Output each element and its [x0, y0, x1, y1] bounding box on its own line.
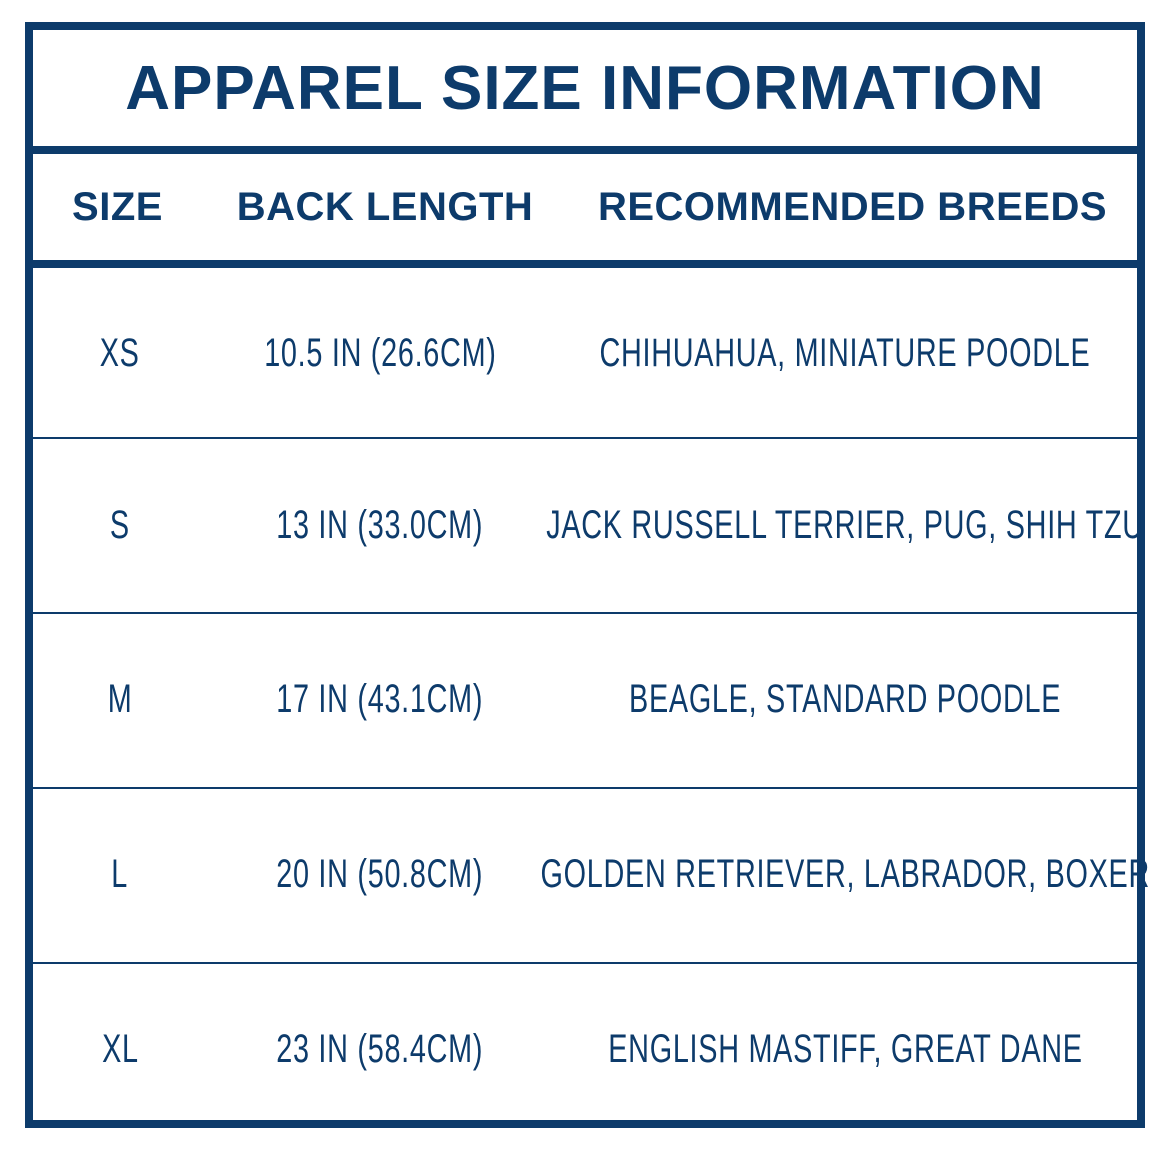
size-cell-text: M	[107, 676, 133, 721]
size-cell: S	[40, 440, 200, 610]
breeds-cell-text: BEAGLE, STANDARD POODLE	[628, 676, 1062, 721]
breeds-cell: JACK RUSSELL TERRIER, PUG, SHIH TZU	[546, 440, 1143, 610]
back-length-cell-text: 20 IN (50.8CM)	[276, 851, 484, 896]
back-length-cell: 20 IN (50.8CM)	[200, 789, 560, 959]
size-cell-text: XS	[100, 330, 140, 375]
breeds-cell: BEAGLE, STANDARD POODLE	[560, 614, 1130, 784]
breeds-cell: GOLDEN RETRIEVER, LABRADOR, BOXER	[540, 789, 1149, 959]
breeds-cell: ENGLISH MASTIFF, GREAT DANE	[560, 964, 1130, 1134]
title-divider	[25, 146, 1145, 154]
back-length-cell-text: 13 IN (33.0CM)	[276, 502, 484, 547]
header-recommended-breeds: RECOMMENDED BREEDS	[597, 184, 1108, 229]
row-divider	[25, 787, 1145, 789]
breeds-cell-text: GOLDEN RETRIEVER, LABRADOR, BOXER	[540, 851, 1150, 896]
breeds-cell-text: ENGLISH MASTIFF, GREAT DANE	[607, 1026, 1083, 1071]
table-title: APPAREL SIZE INFORMATION	[125, 53, 1045, 123]
breeds-cell: CHIHUAHUA, MINIATURE POODLE	[560, 268, 1130, 438]
size-table-frame	[25, 22, 1145, 1128]
back-length-cell: 13 IN (33.0CM)	[200, 440, 560, 610]
row-divider	[25, 437, 1145, 439]
back-length-cell: 23 IN (58.4CM)	[200, 964, 560, 1134]
back-length-cell-text: 17 IN (43.1CM)	[276, 676, 484, 721]
back-length-cell: 17 IN (43.1CM)	[200, 614, 560, 784]
size-cell: XS	[40, 268, 200, 438]
header-back-length: BACK LENGTH	[236, 184, 534, 229]
back-length-cell: 10.5 IN (26.6CM)	[200, 268, 560, 438]
breeds-cell-text: JACK RUSSELL TERRIER, PUG, SHIH TZU	[546, 502, 1144, 547]
size-cell: XL	[40, 964, 200, 1134]
size-cell: L	[40, 789, 200, 959]
size-cell-text: XL	[101, 1026, 139, 1071]
header-divider	[25, 260, 1145, 268]
size-cell-text: S	[110, 502, 130, 547]
row-divider	[25, 962, 1145, 964]
row-divider	[25, 612, 1145, 614]
breeds-cell-text: CHIHUAHUA, MINIATURE POODLE	[599, 330, 1091, 375]
back-length-cell-text: 23 IN (58.4CM)	[276, 1026, 484, 1071]
back-length-cell-text: 10.5 IN (26.6CM)	[263, 330, 497, 375]
header-size: SIZE	[72, 184, 163, 229]
size-cell-text: L	[111, 851, 129, 896]
size-cell: M	[40, 614, 200, 784]
